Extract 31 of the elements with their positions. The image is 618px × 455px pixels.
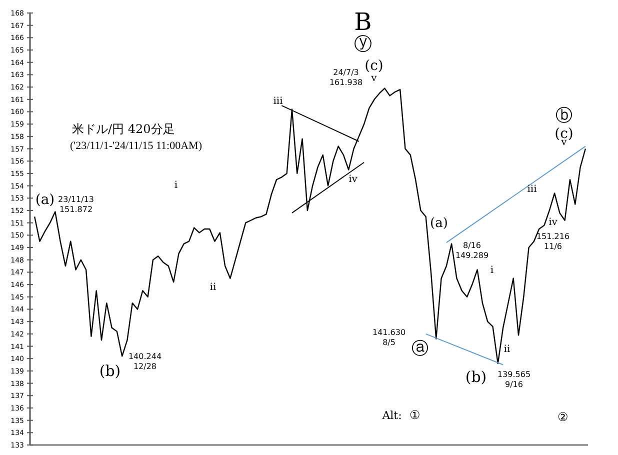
annotation: (b)	[465, 368, 487, 386]
annotation: (a)	[430, 216, 448, 231]
annotation: i	[174, 180, 178, 191]
annotation: 140.244 12/28	[128, 352, 162, 371]
annotation: iv	[348, 174, 358, 185]
annotation: ii	[504, 344, 510, 355]
annotation: ⓨ	[354, 34, 372, 55]
annotation: (c)	[364, 58, 384, 74]
annotation: ⓑ	[556, 106, 572, 126]
annotation: iv	[548, 217, 558, 228]
annotation: ②	[558, 410, 568, 424]
annotation: i	[490, 265, 494, 276]
annotation: Alt:	[381, 409, 402, 422]
annotation: 24/7/3 161.938	[329, 68, 363, 87]
annotation: v	[370, 73, 378, 84]
annotation: (b)	[99, 362, 121, 380]
annotation: 23/11/13 151.872	[58, 195, 94, 214]
annotation: iii	[273, 96, 283, 107]
annotation: ⓐ	[412, 339, 428, 359]
annotation: ii	[210, 282, 216, 293]
annotation: 8/16 149.289	[455, 241, 489, 260]
text: 米ドル/円 420分足	[72, 122, 175, 136]
annotation: ①	[410, 408, 420, 422]
annotation: v	[560, 137, 568, 148]
annotation: 139.565 9/16	[497, 370, 531, 389]
annotation: (a)	[35, 192, 55, 208]
annotation: 141.630 8/5	[372, 328, 406, 347]
annotation: B	[354, 8, 372, 36]
annotation: iii	[527, 184, 537, 195]
annotation: 151.216 11/6	[536, 232, 570, 251]
text: ('23/11/1-'24/11/15 11:00AM)	[70, 140, 202, 152]
